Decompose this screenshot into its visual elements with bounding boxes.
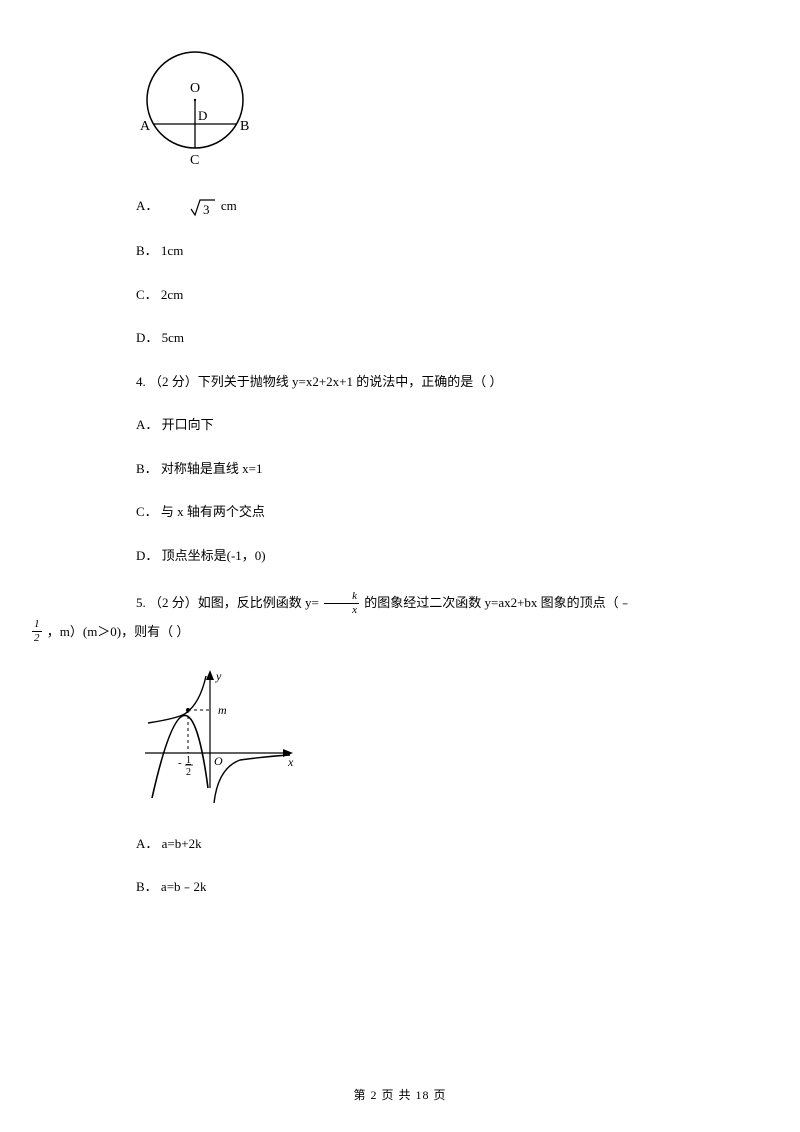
origin-label: O <box>214 754 223 768</box>
figure-circle-container: O D A B C <box>130 40 710 176</box>
q3-option-c: C． 2cm <box>110 285 710 305</box>
tick-num: 1 <box>186 755 191 766</box>
q5-option-a: A． a=b+2k <box>110 834 710 854</box>
q3-a-prefix: A． <box>136 198 158 213</box>
q5-stem-3: ，m）(m＞0)，则有（ ） <box>47 624 190 639</box>
frac-k-over-x: k x <box>324 591 359 616</box>
frac-num-2: 1 <box>32 619 42 632</box>
page-container: { "figure_circle": { "svg": { "width": 1… <box>0 0 800 1132</box>
q3-option-d: D． 5cm <box>110 328 710 348</box>
q4-option-c: C． 与 x 轴有两个交点 <box>110 502 710 522</box>
tick-den: 2 <box>186 767 191 778</box>
q3-option-b: B． 1cm <box>110 241 710 261</box>
figure-graph-container: y x O m - 1 2 <box>140 668 710 814</box>
label-O: O <box>190 81 200 96</box>
q4-option-d: D． 顶点坐标是(-1，0) <box>110 546 710 566</box>
q4-option-a: A． 开口向下 <box>110 415 710 435</box>
label-B: B <box>240 119 249 134</box>
label-A: A <box>140 119 151 134</box>
page-footer: 第 2 页 共 18 页 <box>0 1086 800 1104</box>
q4-stem: 4. （2 分）下列关于抛物线 y=x2+2x+1 的说法中，正确的是（ ） <box>110 372 710 392</box>
axis-x-label: x <box>287 755 294 769</box>
circle-diagram: O D A B C <box>130 40 260 170</box>
q3-option-a: A． 3 cm <box>110 196 710 218</box>
m-label: m <box>218 703 227 717</box>
label-D: D <box>198 108 207 123</box>
frac-1-over-2: 1 2 <box>32 619 42 644</box>
sqrt-radicand: 3 <box>203 202 210 217</box>
q5-stem-block: 5. （2 分）如图，反比例函数 y= k x 的图象经过二次函数 y=ax2+… <box>110 589 710 646</box>
frac-den-2: 2 <box>32 632 42 644</box>
tick-minus: - <box>178 757 182 769</box>
q3-a-suffix: cm <box>221 198 237 213</box>
frac-den: x <box>324 604 359 616</box>
q4-option-b: B． 对称轴是直线 x=1 <box>110 459 710 479</box>
sqrt-3-expr: 3 <box>164 196 216 217</box>
axis-y-label: y <box>215 669 222 683</box>
q5-option-b: B． a=b﹣2k <box>110 877 710 897</box>
q5-stem-2: 的图象经过二次函数 y=ax2+bx 图象的顶点（﹣ <box>364 595 631 610</box>
frac-num: k <box>324 591 359 604</box>
label-C: C <box>190 153 199 168</box>
q5-stem-1: 5. （2 分）如图，反比例函数 y= <box>136 595 322 610</box>
function-graph: y x O m - 1 2 <box>140 668 300 808</box>
